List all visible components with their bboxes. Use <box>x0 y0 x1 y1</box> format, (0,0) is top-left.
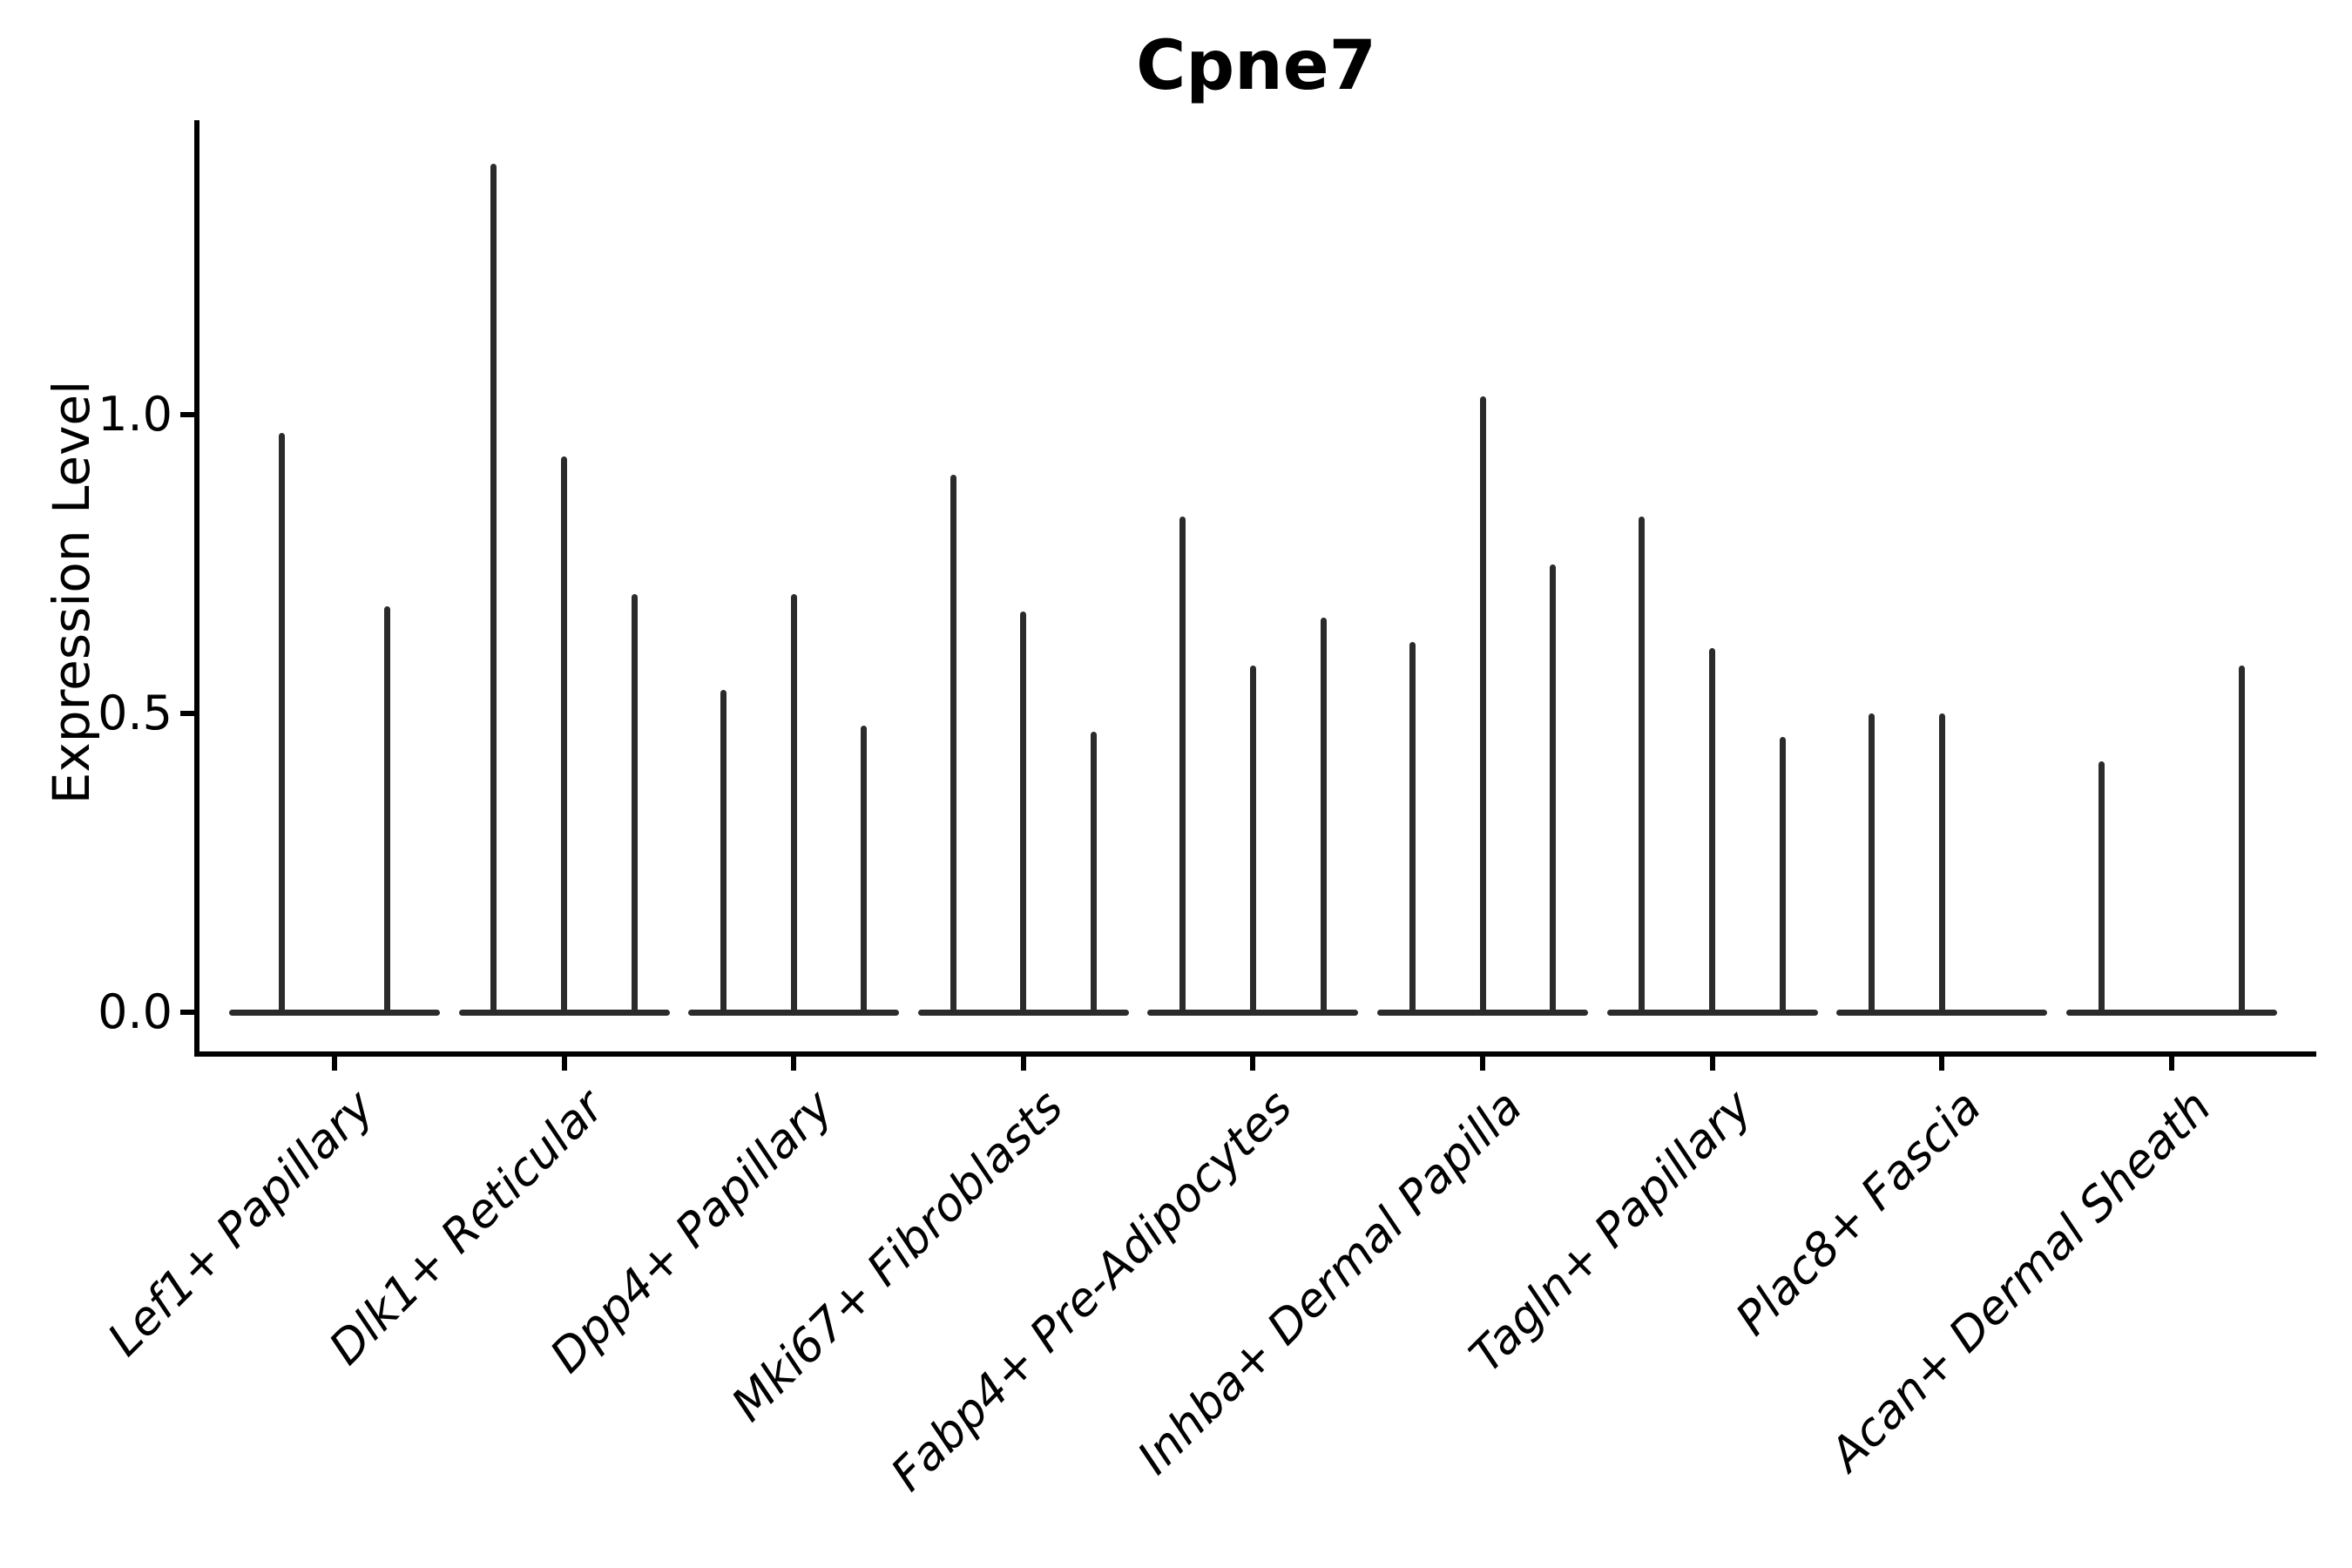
violin-spike <box>950 474 956 1012</box>
violin-spike <box>1479 396 1486 1012</box>
violin-base <box>917 1010 1129 1016</box>
y-tick <box>180 711 194 716</box>
violin-spike <box>1869 713 1876 1012</box>
violin-spike <box>1179 516 1186 1012</box>
x-tick <box>1709 1057 1715 1071</box>
y-tick-label: 0.0 <box>98 984 172 1039</box>
y-tick <box>180 1010 194 1015</box>
x-tick <box>1939 1057 1945 1071</box>
y-tick <box>180 412 194 417</box>
violin-base <box>458 1010 670 1016</box>
violin-base <box>1377 1010 1588 1016</box>
violin-spike <box>384 605 390 1012</box>
violin-spike <box>1249 666 1256 1012</box>
x-tick <box>332 1057 337 1071</box>
violin-spike <box>861 725 868 1012</box>
violin-spike <box>1320 618 1327 1012</box>
violin-spike <box>490 163 497 1012</box>
x-tick <box>1480 1057 1485 1071</box>
x-axis-spine <box>194 1051 2316 1057</box>
violin-spike <box>1020 612 1027 1012</box>
violin-spike <box>1709 647 1716 1012</box>
violin-base <box>688 1010 900 1016</box>
violin-spike <box>1779 737 1786 1012</box>
violin-spike <box>1550 564 1557 1012</box>
y-axis-spine <box>194 120 199 1057</box>
violin-base <box>229 1010 440 1016</box>
violin-spike <box>2098 760 2105 1012</box>
y-tick-label: 0.5 <box>98 686 172 740</box>
violin-spike <box>2238 666 2245 1012</box>
violin-spike <box>1938 713 1945 1012</box>
violin-base <box>1836 1010 2048 1016</box>
violin-spike <box>720 689 727 1012</box>
violin-spike <box>1639 516 1646 1012</box>
violin-base <box>2065 1010 2277 1016</box>
x-tick <box>2168 1057 2174 1071</box>
violin-spike <box>1409 641 1416 1012</box>
violin-spike <box>561 456 568 1012</box>
violin-base <box>1606 1010 1818 1016</box>
violin-spike <box>790 593 797 1012</box>
x-tick <box>791 1057 797 1071</box>
x-tick <box>1250 1057 1256 1071</box>
violin-spike <box>631 593 638 1012</box>
violin-spike <box>279 432 285 1012</box>
x-tick <box>561 1057 567 1071</box>
chart-title: Cpne7 <box>1136 27 1376 105</box>
x-tick <box>1020 1057 1026 1071</box>
y-tick-label: 1.0 <box>98 387 172 442</box>
violin-base <box>1147 1010 1359 1016</box>
violin-spike <box>1090 731 1097 1012</box>
